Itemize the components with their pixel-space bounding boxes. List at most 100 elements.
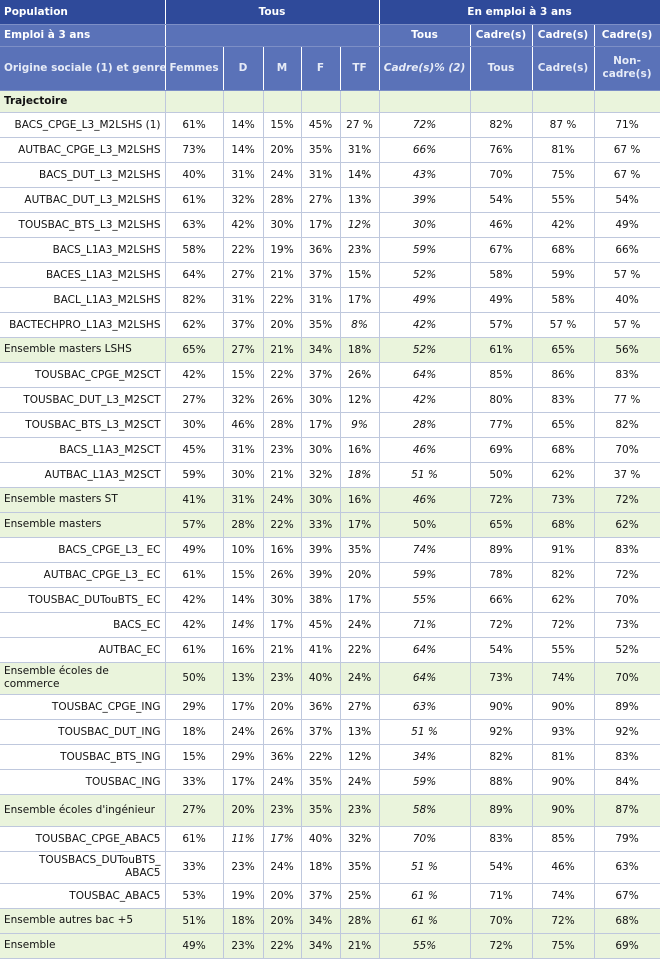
cell-value: 72% [594, 487, 660, 513]
cell-value: 50% [165, 662, 224, 695]
table-row: BACTECHPRO_L1A3_M2LSHS 62% 37% 20% 35% 8% 42% 5… [0, 312, 660, 338]
cell-value: 23% [263, 794, 302, 827]
cell-value: 84% [594, 769, 660, 795]
cell-value: 91% [532, 537, 595, 563]
cell-value: 62% [594, 512, 660, 538]
cell-value: 55% [532, 637, 595, 663]
cell-value: 33% [301, 512, 341, 538]
cell-value: 61% [165, 187, 224, 213]
cell-value: 70% [594, 437, 660, 463]
cell-value: 64% [379, 362, 471, 388]
table-row: TOUSBAC_DUT_ING 18% 24% 26% 37% 13% 51 % 92% 93%… [0, 719, 660, 745]
cell-value: 80% [470, 387, 533, 413]
cell-value: 8% [340, 312, 380, 338]
cell-value: 62% [165, 312, 224, 338]
cell-value: 46% [379, 437, 471, 463]
cell-value: 12% [340, 744, 380, 770]
cell-value: 24% [263, 851, 302, 884]
cell-value: 83% [594, 744, 660, 770]
cell-value: 73% [594, 612, 660, 638]
cell-value: 64% [379, 662, 471, 695]
cell-value: 72% [594, 562, 660, 588]
cell-value: 72% [470, 933, 533, 959]
cell-value: 21% [263, 462, 302, 488]
row-label: TOUSBAC_CPGE_ABAC5 [0, 826, 166, 852]
cell-value: 53% [165, 883, 224, 909]
cell-value: 67 % [594, 137, 660, 163]
header-origine: Origine sociale (1) et genre [0, 46, 166, 91]
cell-value: 12% [340, 212, 380, 238]
cell-value: 70% [470, 162, 533, 188]
row-label: TOUSBAC_ABAC5 [0, 883, 166, 909]
cell-value: 71% [470, 883, 533, 909]
cell-value: 31% [223, 162, 264, 188]
row-label: Ensemble [0, 933, 166, 959]
cell-value: 43% [379, 162, 471, 188]
cell-value: 55% [379, 587, 471, 613]
cell-value: 57% [470, 312, 533, 338]
cell-value: 86% [532, 362, 595, 388]
cell-value: 73% [470, 662, 533, 695]
cell-value: 82% [470, 744, 533, 770]
table-row: AUTBAC_EC 61% 16% 21% 41% 22% 64% 54% 55% 52% [0, 637, 660, 663]
table-row: TOUSBAC_CPGE_ING 29% 17% 20% 36% 27% 63% 90% 90%… [0, 694, 660, 720]
header-cadres-b: Cadre(s) [532, 24, 595, 47]
row-label: TOUSBAC_DUT_L3_M2SCT [0, 387, 166, 413]
row-label: TOUSBAC_DUT_ING [0, 719, 166, 745]
cell-value: 16% [340, 437, 380, 463]
header-empty [165, 24, 380, 47]
cell-value: 24% [340, 612, 380, 638]
cell-value: 39% [379, 187, 471, 213]
cell-value: 14% [223, 112, 264, 138]
cell-value: 17% [301, 412, 341, 438]
cell-value: 18% [223, 908, 264, 934]
cell-value: 46% [532, 851, 595, 884]
row-label: BACS_CPGE_L3_ EC [0, 537, 166, 563]
cell-value: 92% [594, 719, 660, 745]
cell-value: 26% [263, 719, 302, 745]
section-row: Trajectoire [0, 90, 660, 113]
cell-value: 23% [223, 851, 264, 884]
row-label: TOUSBAC_CPGE_M2SCT [0, 362, 166, 388]
cell-value: 15% [340, 262, 380, 288]
table-row: TOUSBAC_BTS_ING 15% 29% 36% 22% 12% 34% 82% 81% 8… [0, 744, 660, 770]
cell-value: 33% [165, 851, 224, 884]
row-label: BACS_DUT_L3_M2LSHS [0, 162, 166, 188]
cell-value: 49% [470, 287, 533, 313]
table-row: TOUSBAC_ABAC5 53% 19% 20% 37% 25% 61 % 71% 74% 67… [0, 883, 660, 909]
table-row: BACS_L1A3_M2LSHS 58% 22% 19% 36% 23% 59% 67% 68%… [0, 237, 660, 263]
cell-value: 55% [532, 187, 595, 213]
cell-value: 23% [223, 933, 264, 959]
cell-value: 30% [263, 212, 302, 238]
cell-value: 66% [594, 237, 660, 263]
cell-value: 67 % [594, 162, 660, 188]
header-tous-3: Tous [470, 46, 533, 91]
cell-value: 23% [340, 794, 380, 827]
row-label: BACL_L1A3_M2LSHS [0, 287, 166, 313]
cell-value: 28% [263, 187, 302, 213]
cell-value: 20% [340, 562, 380, 588]
row-label: BACS_CPGE_L3_M2LSHS (1) [0, 112, 166, 138]
cell-value: 31% [301, 287, 341, 313]
cell-value: 27% [340, 694, 380, 720]
cell-value: 17% [263, 612, 302, 638]
cell-value: 83% [594, 362, 660, 388]
cell-value: 78% [470, 562, 533, 588]
header-tf: TF [340, 46, 380, 91]
cell-value: 42% [379, 387, 471, 413]
cell-value: 58% [532, 287, 595, 313]
cell-value: 51 % [379, 851, 471, 884]
row-label: Ensemble masters ST [0, 487, 166, 513]
cell-value: 31% [223, 287, 264, 313]
cell-value: 61% [165, 826, 224, 852]
cell-value: 35% [301, 312, 341, 338]
cell-value: 17% [263, 826, 302, 852]
cell-value: 83% [470, 826, 533, 852]
header-emploi-3ans: Emploi à 3 ans [0, 24, 166, 47]
cell-value: 83% [532, 387, 595, 413]
cell-value: 36% [301, 237, 341, 263]
cell-value: 69% [594, 933, 660, 959]
header-population: Population [0, 0, 166, 25]
cell-value: 51 % [379, 462, 471, 488]
